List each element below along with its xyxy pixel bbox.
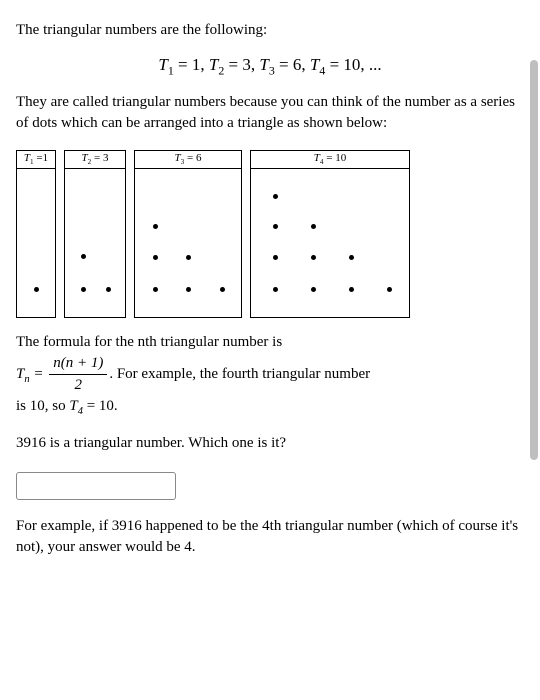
triangle-diagrams: T1 =1 T2 = 3 T3 = 6 T4 = 10 xyxy=(16,150,524,317)
formula-lead: The formula for the nth triangular numbe… xyxy=(16,334,282,350)
formula-line2-prefix: is 10, so xyxy=(16,398,69,414)
intro-text: The triangular numbers are the following… xyxy=(16,20,524,41)
dot xyxy=(106,287,111,292)
dot xyxy=(311,287,316,292)
dot xyxy=(153,224,158,229)
dot xyxy=(311,255,316,260)
explanation-text: They are called triangular numbers becau… xyxy=(16,92,524,134)
scrollbar-thumb[interactable] xyxy=(530,60,538,460)
formula-line2-sym: T xyxy=(69,398,77,414)
formula-numerator: n(n + 1) xyxy=(49,353,107,375)
dot xyxy=(81,287,86,292)
diagram-label: T1 =1 xyxy=(17,151,55,168)
formula-line2-eq: = 10. xyxy=(83,398,118,414)
dot xyxy=(273,287,278,292)
dot xyxy=(220,287,225,292)
dot xyxy=(387,287,392,292)
formula-fraction: n(n + 1)2 xyxy=(49,353,107,396)
dot xyxy=(153,287,158,292)
formula-tail: . For example, the fourth triangular num… xyxy=(109,366,370,382)
footer-text: For example, if 3916 happened to be the … xyxy=(16,516,524,558)
question-text: 3916 is a triangular number. Which one i… xyxy=(16,433,524,454)
sequence-equation: T1 = 1, T2 = 3, T3 = 6, T4 = 10, ... xyxy=(16,55,524,78)
diagram-label: T2 = 3 xyxy=(65,151,125,168)
diagram-box-1: T1 =1 xyxy=(16,150,56,317)
dot xyxy=(273,194,278,199)
dot xyxy=(186,255,191,260)
diagram-box-3: T3 = 6 xyxy=(134,150,242,317)
diagram-box-4: T4 = 10 xyxy=(250,150,410,317)
formula-eq: = xyxy=(30,366,48,382)
diagram-box-2: T2 = 3 xyxy=(64,150,126,317)
scrollbar[interactable] xyxy=(530,0,538,700)
dot xyxy=(273,224,278,229)
diagram-label: T4 = 10 xyxy=(251,151,409,168)
formula-text: The formula for the nth triangular numbe… xyxy=(16,332,524,420)
dot xyxy=(273,255,278,260)
dot xyxy=(34,287,39,292)
dots-area xyxy=(17,169,55,317)
dots-area xyxy=(135,169,241,317)
dot xyxy=(311,224,316,229)
dot xyxy=(153,255,158,260)
dots-area xyxy=(65,169,125,317)
dot xyxy=(349,287,354,292)
dot xyxy=(349,255,354,260)
dot xyxy=(81,254,86,259)
diagram-label: T3 = 6 xyxy=(135,151,241,168)
formula-denominator: 2 xyxy=(49,375,107,396)
dot xyxy=(186,287,191,292)
dots-area xyxy=(251,169,409,317)
answer-input[interactable] xyxy=(16,472,176,500)
